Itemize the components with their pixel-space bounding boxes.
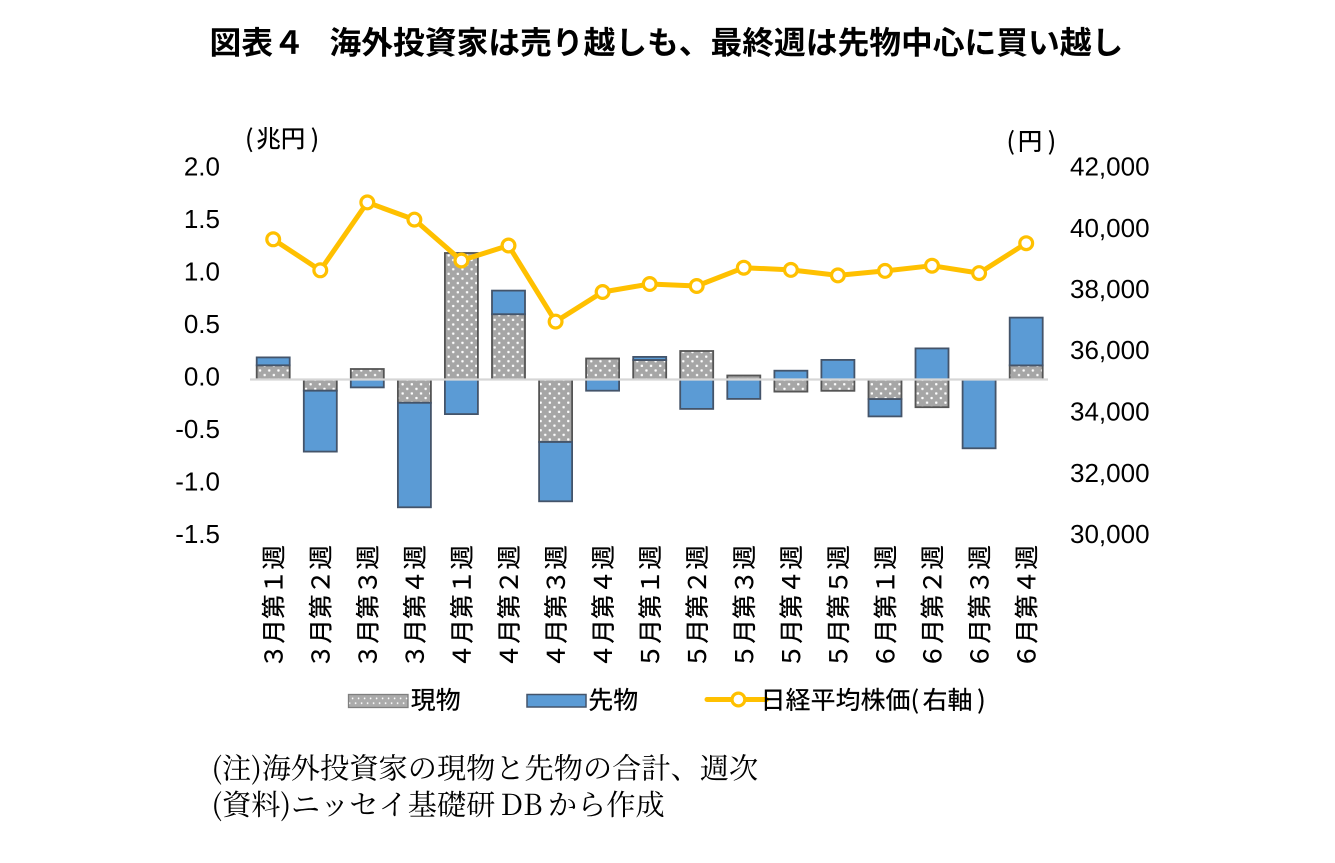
svg-text:0.0: 0.0 <box>184 362 220 392</box>
svg-text:-1.5: -1.5 <box>175 519 220 549</box>
svg-text:42,000: 42,000 <box>1070 152 1150 182</box>
svg-text:1.5: 1.5 <box>184 204 220 234</box>
svg-text:38,000: 38,000 <box>1070 274 1150 304</box>
svg-text:30,000: 30,000 <box>1070 519 1150 549</box>
svg-text:32,000: 32,000 <box>1070 458 1150 488</box>
svg-text:-0.5: -0.5 <box>175 414 220 444</box>
svg-text:40,000: 40,000 <box>1070 213 1150 243</box>
svg-text:34,000: 34,000 <box>1070 397 1150 427</box>
svg-text:36,000: 36,000 <box>1070 335 1150 365</box>
svg-text:1.0: 1.0 <box>184 257 220 287</box>
svg-text:2.0: 2.0 <box>184 152 220 182</box>
svg-text:-1.0: -1.0 <box>175 467 220 497</box>
svg-text:0.5: 0.5 <box>184 309 220 339</box>
